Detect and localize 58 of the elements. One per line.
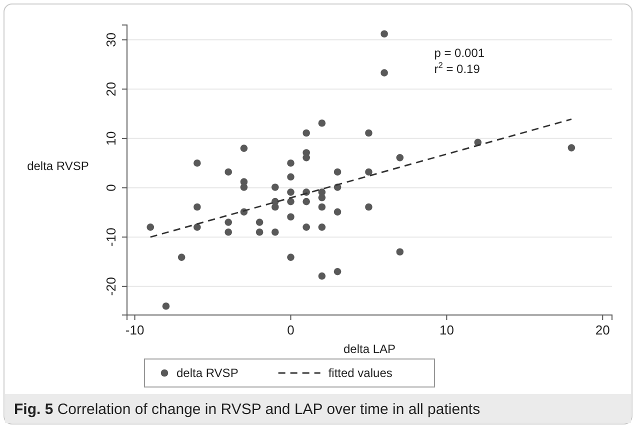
point [287, 198, 294, 206]
point [334, 208, 342, 216]
point [178, 254, 186, 261]
annotation: p = 0.001 [434, 46, 485, 60]
point [302, 224, 310, 231]
x-tick-label: 20 [595, 322, 610, 338]
point [318, 224, 326, 231]
point [380, 30, 388, 38]
point [302, 129, 310, 137]
point [318, 119, 326, 127]
point [365, 168, 372, 176]
point [256, 218, 264, 226]
point [334, 268, 342, 276]
point [365, 129, 372, 137]
point [334, 168, 342, 176]
point [256, 228, 264, 236]
point [380, 69, 388, 76]
x-axis-title: delta LAP [343, 342, 396, 356]
x-tick-label: 0 [287, 322, 294, 338]
legend-label: fitted values [328, 366, 392, 380]
point [318, 203, 326, 211]
y-axis-title: delta RVSP [27, 158, 89, 173]
point [162, 302, 170, 310]
point [224, 218, 232, 226]
point [240, 144, 248, 152]
y-tick-label: 30 [103, 32, 118, 48]
point [287, 254, 294, 261]
point [365, 203, 372, 211]
point [287, 188, 294, 196]
x-tick-label: 10 [439, 322, 454, 338]
y-tick-label: -20 [103, 276, 118, 296]
point [194, 159, 201, 167]
point [302, 154, 310, 162]
annotation: r$^{2}$ = 0.19 [434, 60, 480, 76]
point [287, 213, 294, 221]
point [318, 272, 326, 280]
x-tick-label: -10 [125, 322, 144, 338]
y-tick-label: 20 [103, 82, 118, 96]
point [302, 198, 310, 206]
caption: Fig. 5 Correlation of change in RVSP and LAP over time in all patients [14, 401, 480, 418]
point [224, 168, 232, 176]
y-tick-label: 0 [103, 184, 118, 192]
y-tick-label: 10 [103, 131, 118, 146]
point [240, 184, 248, 191]
point [568, 144, 576, 152]
point [287, 159, 294, 167]
y-tick-label: -10 [103, 228, 118, 246]
point [396, 248, 404, 256]
point [396, 154, 404, 162]
point [271, 203, 279, 211]
point [271, 228, 279, 236]
point [271, 184, 279, 191]
point [194, 203, 201, 211]
legend-label: delta RVSP [176, 366, 238, 380]
point [146, 224, 154, 231]
point [194, 224, 201, 231]
point [224, 228, 232, 236]
point [287, 173, 294, 181]
